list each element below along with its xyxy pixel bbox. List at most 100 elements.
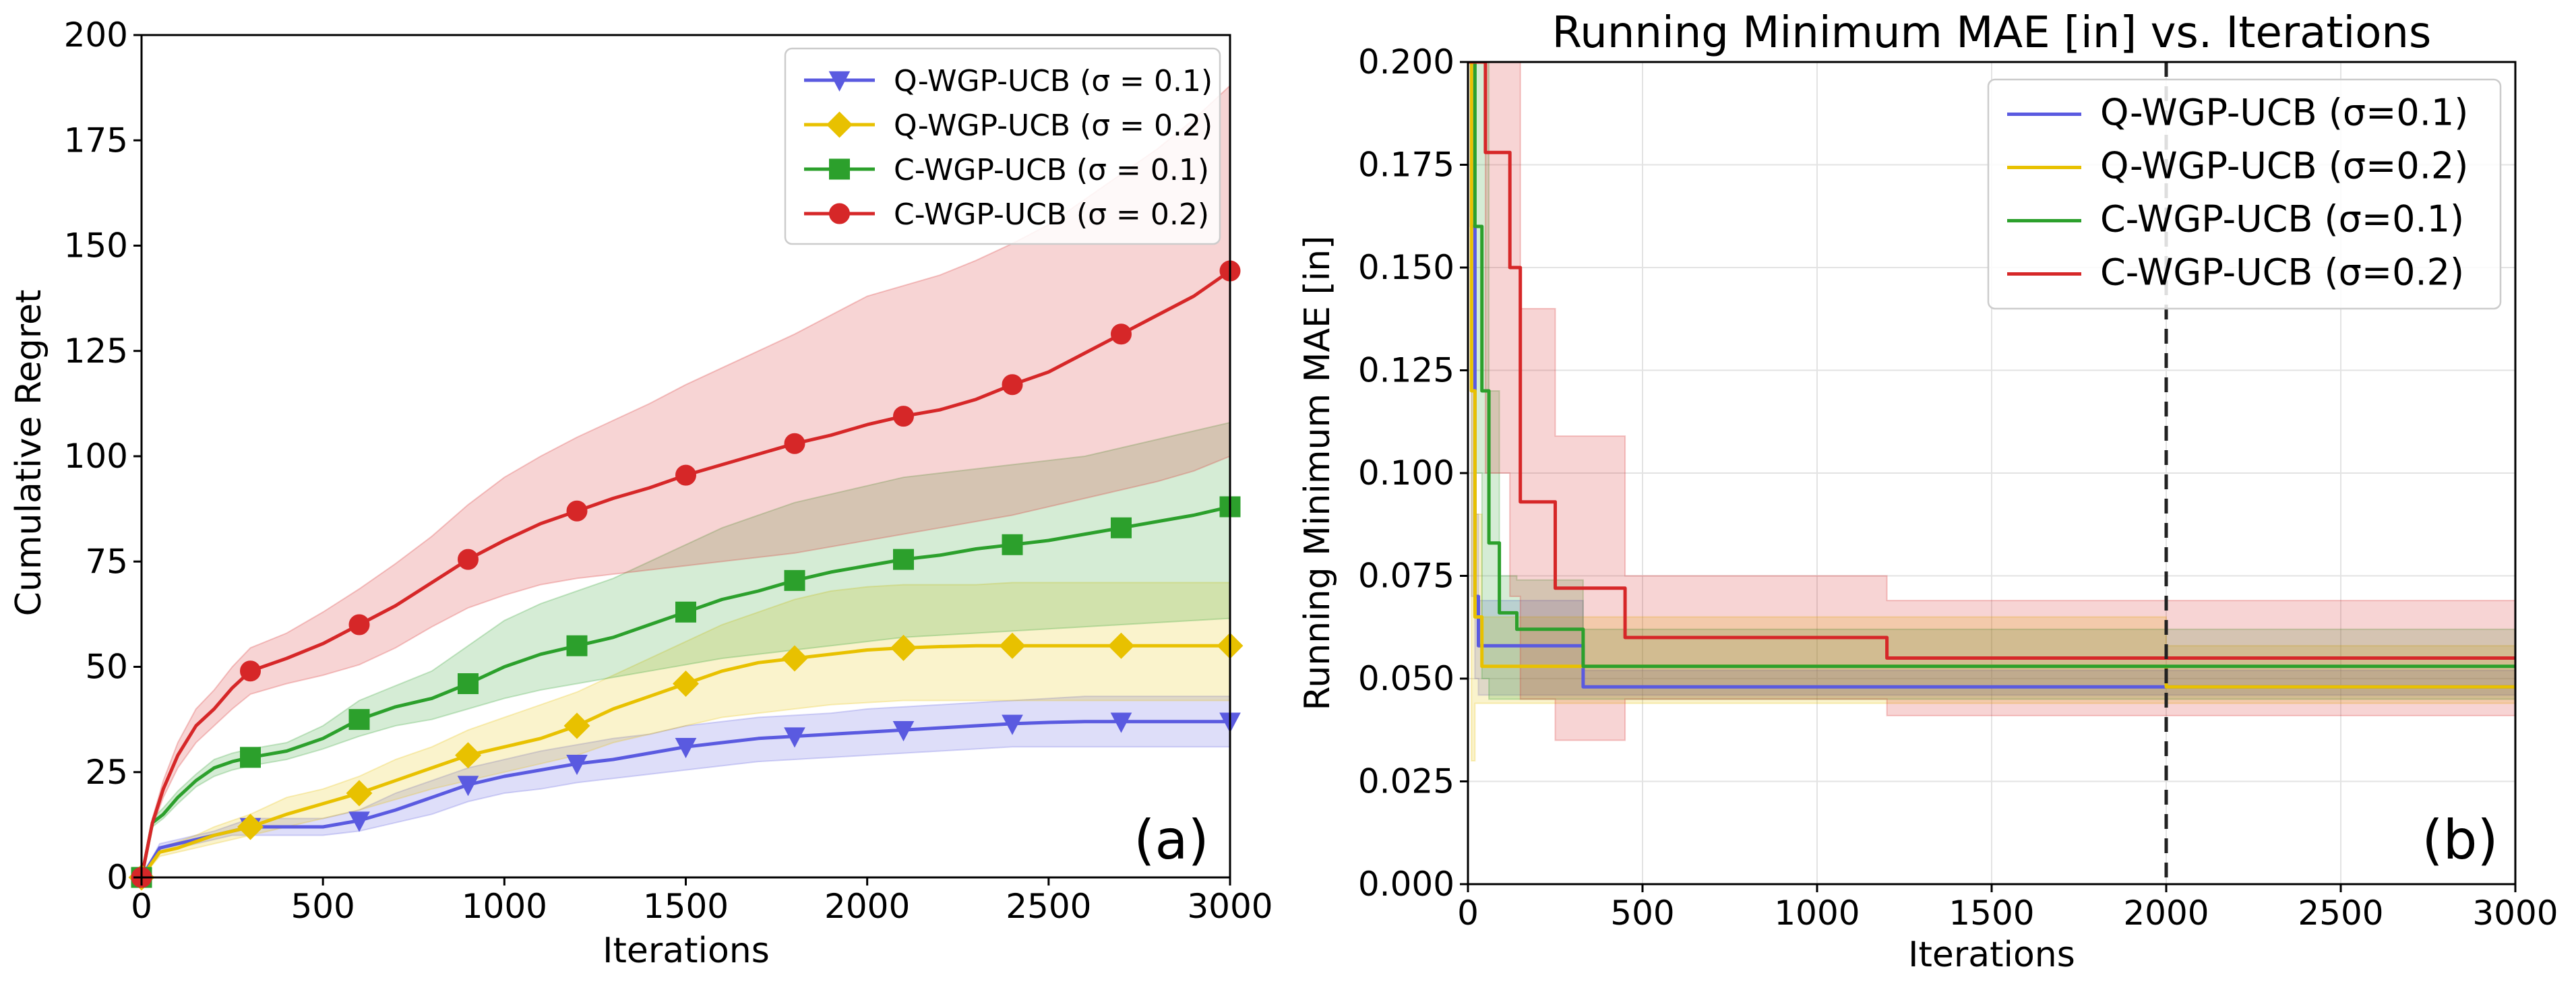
y-tick-label: 50 [85,648,128,687]
legend-label-1: Q-WGP-UCB (σ = 0.1) [894,64,1213,98]
marker-series-3 [893,549,914,570]
y-tick-label: 0.125 [1358,351,1454,390]
x-tick-label: 2500 [2298,894,2383,933]
legend-marker-1 [828,71,851,92]
x-tick-label: 2000 [2123,894,2209,933]
panel-label: (a) [1134,809,1208,871]
marker-series-2 [890,634,917,661]
x-tick-label: 1500 [1949,894,2034,933]
y-tick-label: 0.075 [1358,557,1454,596]
marker-series-4 [240,660,261,682]
marker-series-4 [566,500,588,522]
line-series-3 [142,505,1230,877]
x-tick-label: 3000 [2472,894,2558,933]
marker-series-1 [1110,712,1132,733]
legend-label-3: C-WGP-UCB (σ=0.1) [2100,198,2464,241]
marker-series-1 [457,776,479,797]
marker-series-1 [675,738,697,759]
marker-series-4 [458,549,479,570]
x-axis-label: Iterations [1908,935,2075,975]
x-tick-label: 3000 [1187,887,1272,926]
marker-series-1 [892,721,915,742]
legend-label-2: Q-WGP-UCB (σ = 0.2) [894,108,1213,143]
tick-labels: 0 500 1000 1500 2000 2500 3000 0.000 0.025 0.050 0… [1358,42,2558,933]
y-tick-label: 125 [64,332,128,371]
x-axis-label: Iterations [603,931,770,971]
y-tick-label: 0.050 [1358,659,1454,698]
line-series-4 [142,269,1230,877]
marker-series-1 [784,727,805,748]
y-tick-label: 150 [64,226,128,266]
marker-series-3 [348,709,370,731]
legend: Q-WGP-UCB (σ=0.1) Q-WGP-UCB (σ=0.2) C-WGP-… [1987,78,2502,310]
marker-series-4 [784,433,805,454]
legend-label-4: C-WGP-UCB (σ = 0.2) [894,197,1209,232]
marker-series-3 [566,635,588,656]
y-tick-label: 0.175 [1358,146,1454,185]
marker-series-4 [893,406,914,427]
marker-series-4 [675,464,696,486]
marker-series-1 [348,811,370,832]
marker-series-1 [1002,714,1023,735]
marker-series-2 [1108,632,1134,659]
marker-series-3 [458,673,479,694]
marker-series-2 [237,813,264,840]
y-tick-label: 0.025 [1358,762,1454,801]
marker-series-3 [784,569,805,591]
marker-series-2 [346,780,373,807]
marker-series-2 [673,671,699,697]
y-axis-label: Running Minimum MAE [in] [1297,236,1338,711]
legend: Q-WGP-UCB (σ = 0.1) Q-WGP-UCB (σ = 0.2) C-… [784,47,1221,245]
band-series-4 [1468,62,2515,741]
legend-label-3: C-WGP-UCB (σ = 0.1) [894,153,1209,187]
line-series-3 [1468,62,2515,669]
y-tick-label: 0.200 [1358,42,1454,82]
marker-series-2 [455,742,481,769]
x-tick-label: 500 [290,887,355,926]
marker-series-3 [240,747,261,768]
line-series-4 [1468,62,2515,660]
y-tick-label: 0.100 [1358,454,1454,493]
y-tick-label: 25 [85,753,128,792]
tick-labels: 0 500 1000 1500 2000 2500 3000 0 25 50 75 100 125 150… [64,15,1273,926]
chart-title: Running Minimum MAE [in] vs. Iterations [1552,8,2432,58]
y-tick-label: 175 [64,121,128,160]
band-series-2 [1468,62,2515,762]
cumulative-regret-chart: 0 500 1000 1500 2000 2500 3000 0 25 50 75 100 125 150… [9,15,1273,971]
band-series-2 [142,582,1230,877]
x-tick-label: 500 [1610,894,1674,933]
x-tick-label: 0 [1457,894,1479,933]
marker-series-2 [781,645,808,672]
x-tick-label: 1000 [1774,894,1860,933]
legend-label-4: C-WGP-UCB (σ=0.2) [2100,251,2464,294]
legend-label-1: Q-WGP-UCB (σ=0.1) [2100,92,2468,134]
legend-box [784,47,1221,245]
marker-series-2 [563,712,590,739]
y-tick-label: 0.150 [1358,248,1454,287]
y-tick-label: 75 [85,542,128,581]
band-series-3 [142,421,1230,877]
marker-series-2 [999,632,1026,659]
marker-series-3 [675,601,696,623]
x-tick-label: 2500 [1006,887,1091,926]
marker-series-1 [566,755,588,776]
band-series-1 [142,695,1230,877]
x-tick-label: 2000 [824,887,910,926]
marker-series-3 [1002,534,1023,555]
confidence-bands [1468,62,2515,762]
band-series-1 [1468,62,2515,696]
marker-series-4 [1111,323,1132,345]
legend-label-2: Q-WGP-UCB (σ=0.2) [2100,145,2468,187]
panel-label: (b) [2422,809,2498,871]
x-tick-label: 0 [131,887,152,926]
band-series-3 [1468,62,2515,700]
y-tick-label: 100 [64,437,128,476]
y-tick-label: 0 [106,858,128,897]
y-tick-label: 0.000 [1358,865,1454,904]
y-tick-label: 200 [64,15,128,55]
legend-box [1987,78,2502,310]
legend-marker-2 [826,111,853,138]
marker-series-4 [1002,374,1023,396]
legend-marker-4 [829,203,850,224]
